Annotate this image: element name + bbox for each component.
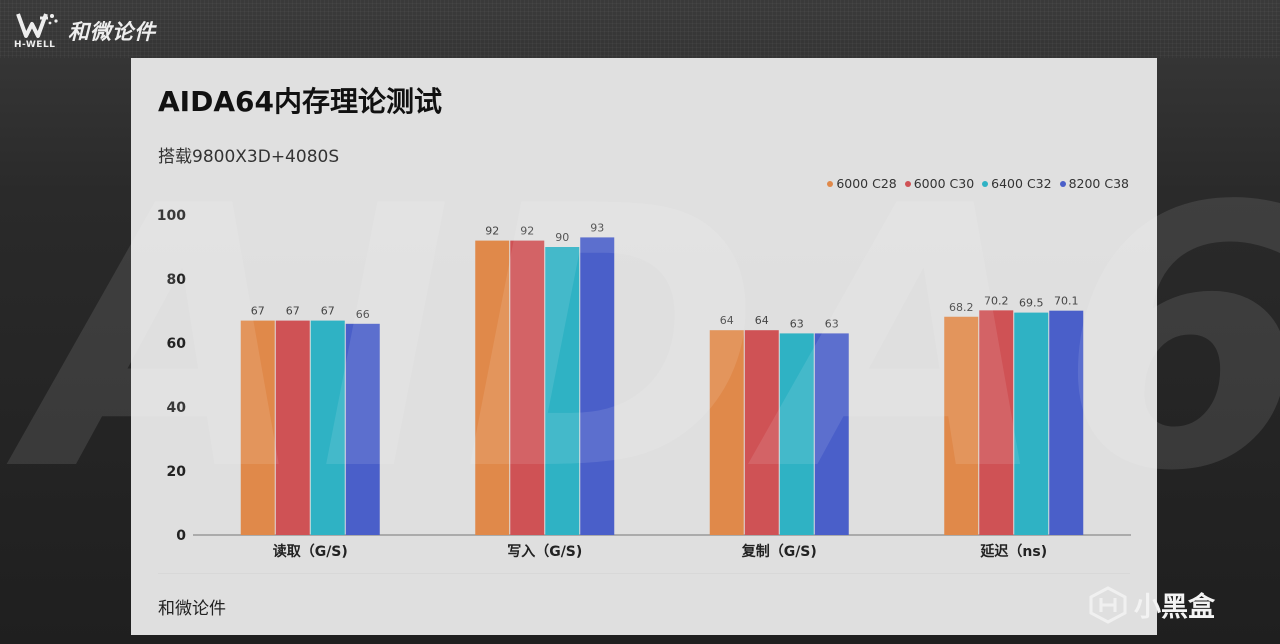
bar: [744, 330, 779, 535]
bar: [310, 320, 345, 535]
data-label: 68.2: [949, 301, 974, 314]
bar: [979, 310, 1014, 535]
chart-subtitle: 搭载9800X3D+4080S: [158, 147, 340, 167]
hw-logo-icon: [16, 13, 58, 38]
chart-card: AIDA64内存理论测试 搭载9800X3D+4080S 6000 C28 600…: [131, 58, 1157, 635]
legend-marker: [982, 180, 989, 187]
bar: [709, 330, 744, 535]
site-name: 小黑盒: [1134, 592, 1215, 623]
legend-label: 6000 C28: [836, 176, 897, 191]
bar: [475, 240, 510, 535]
bar: [545, 247, 580, 535]
heybox-logo-icon: [1089, 585, 1127, 624]
brand-name: 和微论件: [68, 20, 156, 44]
bar: [814, 333, 849, 535]
legend-item: 6400 C32: [982, 176, 1052, 191]
data-label: 67: [251, 305, 265, 318]
y-tick-label: 20: [167, 464, 187, 480]
legend-item: 8200 C38: [1059, 176, 1129, 191]
data-label: 90: [555, 231, 569, 244]
data-label: 67: [321, 305, 335, 318]
x-category-label: 延迟（ns): [979, 543, 1047, 560]
data-label: 92: [520, 225, 534, 238]
legend-marker: [1059, 180, 1066, 187]
data-label: 69.5: [1019, 297, 1044, 310]
bar: [1014, 312, 1049, 535]
y-tick-label: 0: [176, 528, 186, 544]
data-label: 67: [286, 305, 300, 318]
x-category-label: 读取（G/S): [273, 543, 348, 560]
data-label: 66: [356, 308, 370, 321]
y-tick-label: 60: [167, 336, 187, 352]
chart-legend: 6000 C28 6000 C30 6400 C32 8200 C38: [827, 176, 1129, 191]
data-label: 92: [485, 225, 499, 238]
legend-label: 6000 C30: [913, 176, 975, 191]
bar: [944, 316, 979, 535]
site-watermark: 小黑盒: [1088, 585, 1215, 624]
chart-title: AIDA64内存理论测试: [158, 85, 442, 118]
brand-logo-text: H-WELL: [14, 40, 56, 50]
background-texture: [0, 0, 1280, 58]
data-label: 64: [755, 314, 769, 327]
y-tick-label: 100: [157, 208, 186, 224]
bar: [275, 320, 310, 535]
data-label: 70.1: [1054, 295, 1079, 308]
x-category-label: 写入（G/S): [507, 544, 582, 560]
bar: [510, 240, 545, 535]
legend-marker: [827, 180, 834, 187]
legend-label: 8200 C38: [1068, 176, 1129, 191]
data-label: 63: [825, 317, 839, 330]
data-label: 64: [720, 314, 734, 327]
brand-header: H-WELL 和微论件: [14, 10, 156, 50]
legend-item: 6000 C28: [827, 176, 897, 191]
footer-credit: 和微论件: [158, 599, 226, 619]
y-tick-label: 40: [167, 400, 187, 416]
footer-divider: [158, 573, 1130, 574]
legend-label: 6400 C32: [991, 176, 1052, 191]
brand-logo: H-WELL: [14, 10, 64, 50]
bar: [1049, 310, 1084, 535]
bar: [580, 237, 615, 535]
legend-marker: [904, 180, 911, 187]
bar: [345, 323, 380, 535]
bar: [779, 333, 814, 535]
bar-chart: 0 20 40 60 80 100 67 67 67 66 读取（G/S) 92 92 90 93 写入（G/…: [157, 208, 1131, 560]
data-label: 93: [590, 221, 604, 234]
y-tick-label: 80: [167, 272, 187, 288]
data-label: 70.2: [984, 294, 1009, 307]
bar: [240, 320, 275, 535]
x-category-label: 复制（G/S): [741, 543, 817, 560]
data-label: 63: [790, 317, 804, 330]
legend-item: 6000 C30: [904, 176, 975, 191]
